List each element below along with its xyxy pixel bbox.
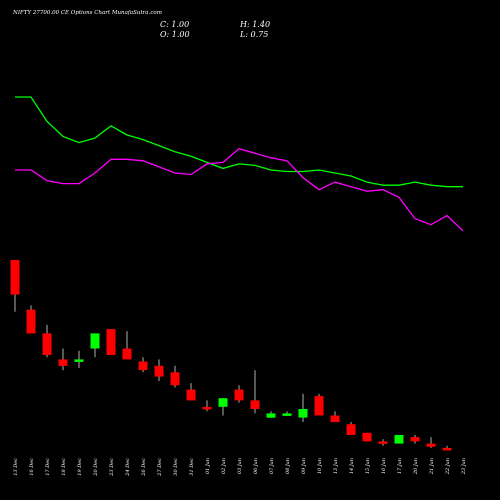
x-tick-label: 20 Dec (93, 458, 99, 477)
candle-body (170, 372, 180, 386)
candle (378, 439, 388, 446)
low-label: L: 0.75 (239, 30, 268, 39)
open-label: O: 1.00 (160, 30, 190, 39)
candle-body (362, 432, 372, 442)
candle-body (394, 435, 404, 444)
x-tick-label: 26 Dec (141, 458, 147, 477)
candle-body (330, 415, 340, 422)
candle (218, 398, 228, 416)
candle (362, 432, 372, 442)
candle (266, 411, 276, 418)
candle (186, 383, 196, 401)
candle (282, 411, 292, 416)
candle-body (10, 260, 20, 295)
candle (26, 305, 36, 334)
x-tick-label: 10 Jan (317, 458, 323, 474)
indicator-line-1 (15, 96, 463, 188)
candle-body (218, 398, 228, 407)
candle (10, 260, 20, 312)
x-tick-label: 27 Dec (157, 458, 163, 477)
x-tick-label: 16 Jan (381, 458, 387, 474)
candle-body (282, 413, 292, 416)
candle (58, 348, 68, 371)
candle-body (378, 441, 388, 444)
indicator-line-2 (15, 147, 464, 232)
x-tick-label: 15 Jan (365, 458, 371, 474)
candle (330, 411, 340, 422)
x-tick-label: 20 Jan (413, 458, 419, 475)
candle-body (154, 365, 164, 377)
x-tick-label: 23 Dec (109, 458, 115, 477)
x-tick-label: 13 Jan (333, 458, 339, 474)
candle (42, 324, 52, 358)
candle-body (74, 359, 84, 362)
candle-body (314, 396, 324, 416)
candle-body (410, 437, 420, 442)
candle (90, 333, 100, 358)
candle (250, 370, 260, 414)
candle-body (202, 406, 212, 410)
x-tick-label: 31 Dec (189, 458, 195, 476)
x-tick-label: 18 Dec (61, 458, 67, 476)
x-tick-label: 09 Jan (301, 458, 307, 474)
candle (106, 329, 116, 355)
candle (122, 331, 132, 360)
high-label: H: 1.40 (239, 20, 270, 29)
candle (298, 393, 308, 422)
candle-body (90, 333, 100, 349)
x-tick-label: 17 Dec (45, 458, 51, 476)
x-axis: 13 Dec 16 Dec 17 Dec 18 Dec 19 Dec 20 Dec 23 D… (13, 458, 467, 477)
candle (154, 359, 164, 381)
candle (234, 385, 244, 403)
candle (346, 422, 356, 435)
chart-title: NIFTY 27700.00 CE Options Chart MunafaSu… (12, 10, 162, 16)
x-tick-label: 30 Dec (173, 458, 179, 476)
x-tick-label: 06 Jan (253, 458, 259, 474)
candle (442, 445, 452, 451)
candle-body (106, 329, 116, 355)
candle (410, 435, 420, 444)
candle-body (346, 424, 356, 435)
candle (426, 437, 436, 448)
x-tick-label: 07 Jan (269, 458, 275, 474)
candle-layer (10, 260, 452, 451)
x-tick-label: 08 Jan (285, 458, 291, 474)
candle (74, 350, 84, 368)
candle (138, 357, 148, 373)
x-tick-label: 21 Jan (429, 458, 435, 475)
candle-body (138, 361, 148, 371)
x-tick-label: 17 Jan (397, 458, 403, 474)
x-tick-label: 16 Dec (29, 458, 35, 476)
candle-body (186, 389, 196, 401)
candle-body (298, 409, 308, 418)
x-tick-label: 02 Jan (221, 458, 227, 474)
candle-body (442, 447, 452, 451)
candle-body (42, 333, 52, 355)
candle (394, 435, 404, 444)
x-tick-label: 24 Dec (125, 458, 131, 477)
x-tick-label: 14 Jan (349, 458, 355, 474)
candle-body (234, 389, 244, 401)
indicator-layer (15, 96, 464, 232)
x-tick-label: 13 Dec (13, 458, 19, 476)
candle-body (122, 348, 132, 360)
candle-body (266, 413, 276, 418)
x-tick-label: 19 Dec (77, 458, 83, 476)
x-tick-label: 01 Jan (205, 458, 211, 474)
candle-body (26, 309, 36, 334)
close-label: C: 1.00 (160, 20, 189, 29)
x-tick-label: 03 Jan (237, 458, 243, 474)
candle (202, 400, 212, 412)
candle-body (58, 359, 68, 366)
candle-body (250, 400, 260, 409)
x-tick-label: 23 Jan (461, 458, 467, 475)
x-tick-label: 22 Jan (445, 458, 451, 475)
candle (314, 393, 324, 416)
candle (170, 365, 180, 388)
candle-body (426, 443, 436, 447)
